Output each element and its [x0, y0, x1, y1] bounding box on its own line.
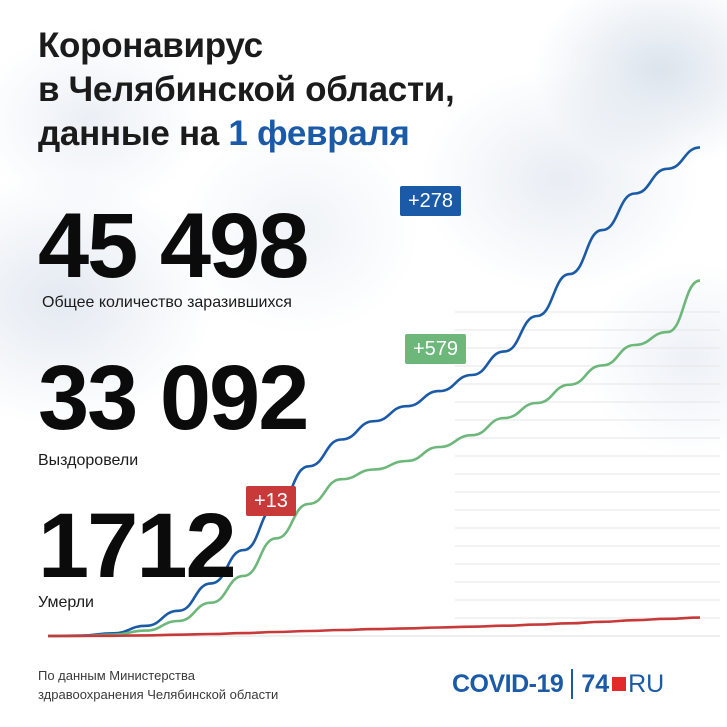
recovered-label-text: Выздоровели: [38, 452, 139, 469]
series-recovered-line: [47, 279, 701, 638]
deaths-delta-badge: +13: [246, 486, 296, 516]
deaths-label: Умерли: [38, 594, 94, 611]
chart-series-lines: [47, 146, 701, 638]
red-square-icon: [612, 677, 627, 691]
recovered-delta-badge: +579: [405, 334, 467, 364]
brand-logo: COVID-19 74 RU: [452, 664, 664, 704]
deaths-count: 1712: [38, 495, 237, 597]
chart-gridlines: [48, 311, 720, 637]
site-number: 74: [581, 669, 610, 698]
series-infected-line: [47, 146, 701, 638]
stat-infected: 45 498 Общее количество заразившихся: [38, 195, 309, 312]
stat-recovered: 33 092: [38, 347, 309, 449]
page-title: Коронавирус в Челябинской области, данны…: [38, 24, 455, 156]
series-deaths-line: [47, 616, 701, 638]
stat-deaths: 1712: [38, 495, 237, 597]
source-line-2: здравоохранения Челябинской области: [38, 687, 279, 702]
title-line-2: в Челябинской области,: [38, 70, 455, 109]
covid-logo-text: COVID-19: [452, 669, 564, 698]
title-date: 1 февраля: [228, 114, 410, 153]
title-line-1: Коронавирус: [38, 26, 263, 65]
recovered-label-wrap: Выздоровели: [38, 452, 138, 470]
infected-delta-badge: +278: [400, 186, 462, 216]
infected-label: Общее количество заразившихся: [42, 294, 292, 311]
source-note: По данным Министерства здравоохранения Ч…: [38, 666, 278, 704]
deaths-label-wrap: Умерли: [38, 594, 94, 612]
title-prefix: данные на: [38, 114, 219, 153]
title-line-3: данные на 1 февраля: [38, 112, 454, 156]
site-domain: RU: [628, 669, 665, 698]
source-line-1: По данным Министерства: [38, 668, 195, 683]
logo-separator: [571, 669, 574, 699]
infected-count: 45 498: [38, 195, 309, 297]
recovered-count: 33 092: [38, 347, 309, 449]
